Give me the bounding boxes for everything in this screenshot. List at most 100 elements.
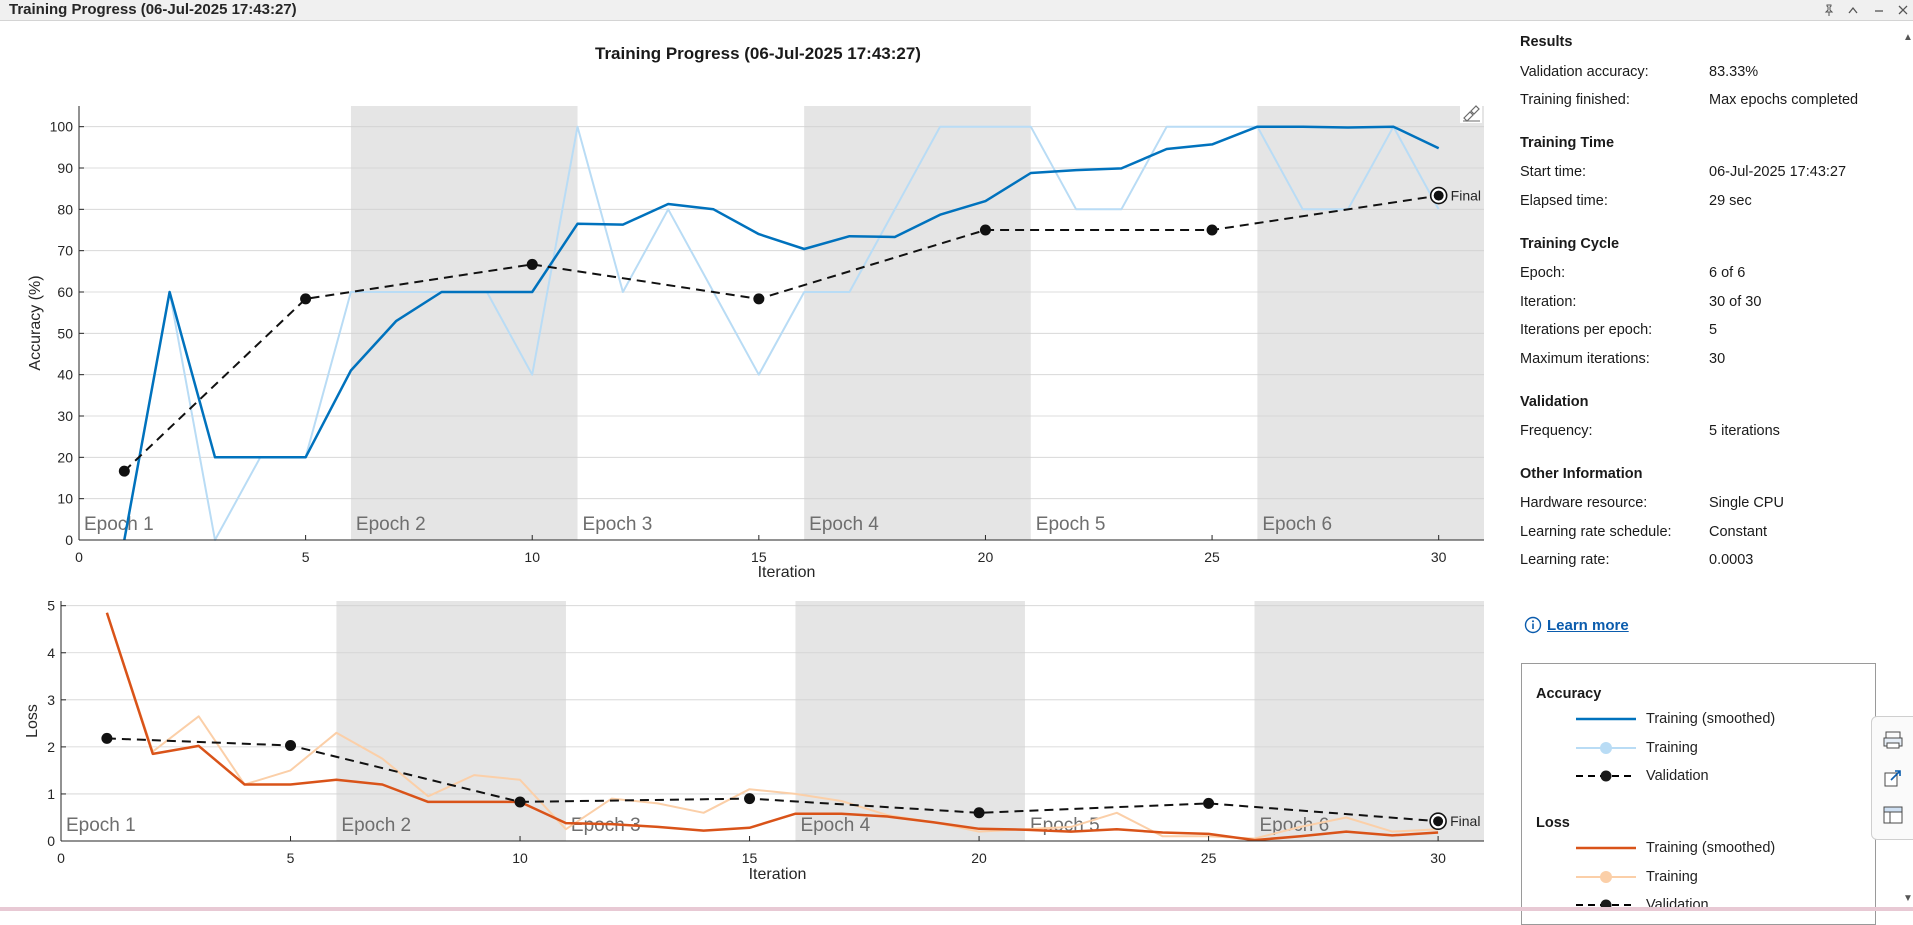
accuracy-x-tick-label: 10: [524, 549, 540, 565]
learn-more-link[interactable]: Learn more: [1524, 616, 1629, 634]
accuracy-y-axis-title: Accuracy (%): [27, 275, 44, 370]
close-icon[interactable]: [1893, 1, 1913, 19]
loss-validation-point: [101, 732, 113, 744]
accuracy-series-training: [123, 125, 1440, 541]
maximum-iterations-value: 30: [1709, 351, 1726, 367]
accuracy-y-tick-label: 70: [57, 243, 73, 259]
iterations-per-epoch-label: Iterations per epoch:: [1520, 322, 1653, 338]
legend-accuracy-training-label: Training: [1646, 740, 1698, 756]
accuracy-series-training-smoothed: [123, 125, 1440, 541]
loss-epoch-label-2: Epoch 2: [341, 815, 411, 836]
accuracy-epoch-label-2: Epoch 2: [356, 514, 426, 535]
loss-series-training-smoothed: [105, 612, 1439, 842]
loss-y-tick-label: 4: [47, 645, 55, 661]
legend-loss-smoothed-label: Training (smoothed): [1646, 840, 1776, 856]
accuracy-y-tick-label: 30: [57, 408, 73, 424]
loss-x-axis-title: Iteration: [749, 866, 807, 883]
loss-epoch-label-5: Epoch 5: [1030, 815, 1100, 836]
accuracy-x-tick-label: 15: [751, 549, 767, 565]
other-information-heading: Other Information: [1520, 466, 1643, 482]
accuracy-y-tick-label: 60: [57, 284, 73, 300]
accuracy-epoch-band-2: [350, 106, 578, 540]
loss-epoch-label-1: Epoch 1: [66, 815, 136, 836]
window-title: Training Progress (06-Jul-2025 17:43:27): [9, 1, 297, 18]
print-icon[interactable]: [1882, 729, 1904, 751]
pin-icon[interactable]: [1819, 1, 1839, 19]
maximum-iterations-label: Maximum iterations:: [1520, 351, 1650, 367]
loss-y-tick-label: 5: [47, 598, 55, 614]
accuracy-plot-area: [79, 106, 1484, 540]
frequency-value: 5 iterations: [1709, 423, 1780, 439]
loss-validation-point: [1203, 797, 1215, 809]
legend-accuracy-validation-label: Validation: [1646, 768, 1709, 784]
accuracy-final-label: Final: [1451, 188, 1481, 204]
accuracy-validation-point: [118, 465, 130, 477]
scroll-down-arrow[interactable]: ▼: [1903, 893, 1913, 904]
brush-icon[interactable]: [1460, 101, 1482, 123]
accuracy-validation-point: [979, 224, 991, 236]
training-progress-charts: Epoch 1 Epoch 2 Epoch 3 Epoch 4 Epoch 5 Epoch…: [24, 101, 1484, 883]
loss-y-axis-title: Loss: [24, 704, 41, 738]
accuracy-x-tick-label: 25: [1204, 549, 1220, 565]
loss-validation-point: [285, 739, 297, 751]
training-finished-value: Max epochs completed: [1709, 92, 1859, 108]
accuracy-epoch-band-4: [804, 106, 1031, 540]
elapsed-time-value: 29 sec: [1709, 193, 1752, 209]
accuracy-x-tick-label: 0: [75, 549, 83, 565]
loss-series-training: [105, 612, 1439, 840]
validation-accuracy-label: Validation accuracy:: [1520, 64, 1649, 80]
validation-heading: Validation: [1520, 394, 1589, 410]
loss-epoch-label-4: Epoch 4: [800, 815, 870, 836]
loss-validation-point: [744, 793, 756, 805]
frequency-label: Frequency:: [1520, 423, 1593, 439]
accuracy-epoch-band-6: [1257, 106, 1484, 540]
results-heading: Results: [1520, 34, 1573, 50]
accuracy-x-axis-title: Iteration: [758, 564, 816, 581]
hardware-resource-label: Hardware resource:: [1520, 495, 1648, 511]
accuracy-epoch-label-5: Epoch 5: [1036, 514, 1106, 535]
loss-epoch-label-3: Epoch 3: [571, 815, 641, 836]
epoch-value: 6 of 6: [1709, 265, 1746, 281]
accuracy-final-marker: [1433, 190, 1444, 201]
loss-x-tick-label: 20: [971, 850, 987, 866]
legend-loss-validation: Validation: [1576, 895, 1709, 915]
accuracy-validation-point: [526, 258, 538, 270]
export-icon[interactable]: [1882, 767, 1904, 789]
hardware-resource-value: Single CPU: [1709, 495, 1784, 511]
loss-x-tick-label: 0: [57, 850, 65, 866]
expand-icon[interactable]: [1843, 1, 1863, 19]
start-time-label: Start time:: [1520, 164, 1587, 180]
accuracy-validation-point: [1206, 224, 1218, 236]
scroll-up-arrow[interactable]: ▲: [1903, 32, 1913, 43]
loss-epoch-band-2: [336, 601, 566, 841]
accuracy-epoch-label-3: Epoch 3: [583, 514, 653, 535]
loss-y-tick-label: 3: [47, 692, 55, 708]
layout-icon[interactable]: [1882, 804, 1904, 826]
loss-epoch-band-4: [795, 601, 1025, 841]
learn-more-text: Learn more: [1547, 616, 1629, 634]
accuracy-y-tick-label: 0: [65, 532, 73, 548]
legend-accuracy-training: Training: [1576, 738, 1698, 758]
iteration-value: 30 of 30: [1709, 294, 1762, 310]
legend-loss-smoothed: Training (smoothed): [1576, 838, 1775, 858]
loss-x-tick-label: 30: [1430, 850, 1446, 866]
learning-rate-schedule-label: Learning rate schedule:: [1520, 524, 1672, 540]
legend-box: Accuracy Training (smoothed) Training Va…: [1521, 663, 1876, 925]
side-toolbar: [1871, 716, 1913, 840]
loss-epoch-band-6: [1254, 601, 1484, 841]
legend-accuracy-smoothed-label: Training (smoothed): [1646, 711, 1776, 727]
accuracy-validation-point: [753, 293, 765, 305]
minimize-icon[interactable]: [1869, 1, 1889, 19]
legend-loss-training-label: Training: [1646, 869, 1698, 885]
accuracy-y-tick-label: 80: [57, 201, 73, 217]
accuracy-y-tick-label: 20: [57, 449, 73, 465]
loss-x-tick-label: 25: [1201, 850, 1217, 866]
legend-accuracy-smoothed: Training (smoothed): [1576, 709, 1775, 729]
accuracy-epoch-label-4: Epoch 4: [809, 514, 879, 535]
loss-x-tick-label: 10: [512, 850, 528, 866]
window-titlebar: Training Progress (06-Jul-2025 17:43:27): [0, 0, 1913, 21]
loss-epoch-label-6: Epoch 6: [1259, 815, 1329, 836]
accuracy-x-tick-label: 20: [978, 549, 994, 565]
loss-final-marker: [1433, 816, 1444, 827]
training-time-heading: Training Time: [1520, 135, 1615, 151]
